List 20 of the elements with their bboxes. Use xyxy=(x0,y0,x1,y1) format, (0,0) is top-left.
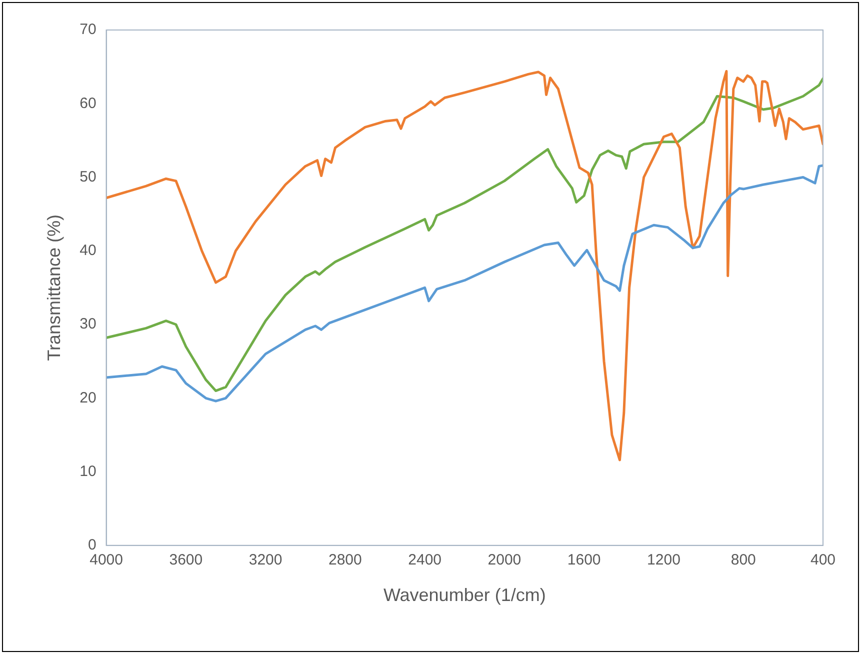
x-tick-label: 3200 xyxy=(248,552,282,569)
y-tick-label: 50 xyxy=(80,168,96,186)
x-tick-label: 1600 xyxy=(567,552,601,569)
x-tick-label: 2400 xyxy=(408,552,442,569)
x-tick-label: 3600 xyxy=(169,552,203,569)
y-axis-title: Transmittance (%) xyxy=(44,214,64,361)
y-tick-label: 10 xyxy=(80,462,96,480)
y-tick-label: 0 xyxy=(88,536,96,554)
x-tick-label: 1200 xyxy=(647,552,680,569)
x-tick-label: 800 xyxy=(730,552,756,569)
y-tick-label: 70 xyxy=(80,21,96,38)
y-tick-label: 20 xyxy=(80,389,96,406)
x-tick-label: 2000 xyxy=(488,552,522,569)
x-tick-label: 400 xyxy=(810,552,836,569)
x-axis-title: Wavenumber (1/cm) xyxy=(383,585,546,606)
y-tick-label: 60 xyxy=(80,94,96,112)
x-tick-label: 2800 xyxy=(328,552,362,569)
x-tick-label: 4000 xyxy=(90,552,123,569)
y-tick-label: 30 xyxy=(80,316,96,333)
y-tick-label: 40 xyxy=(80,242,96,260)
